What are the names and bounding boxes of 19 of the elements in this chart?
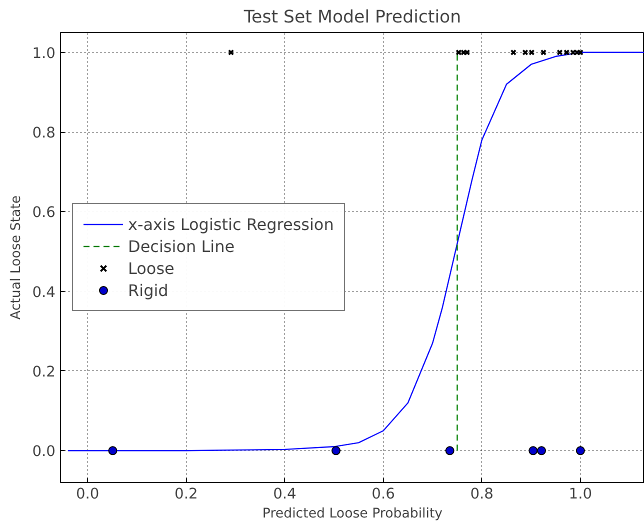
x-tick-label: 0.8 (470, 486, 494, 502)
legend-label: Rigid (128, 280, 168, 300)
legend-label: Decision Line (128, 236, 235, 256)
x-tick-label: 0.4 (273, 486, 296, 502)
y-tick-label: 0.6 (32, 204, 56, 222)
y-tick-label: 0.2 (32, 363, 56, 380)
legend-label: Loose (128, 258, 174, 278)
x-tick-label: 0.2 (174, 486, 198, 502)
y-tick-label: 0.0 (32, 443, 56, 460)
legend-label: x-axis Logistic Regression (128, 214, 334, 234)
y-axis-title: Actual Loose State (9, 195, 24, 320)
y-tick-label: 1.0 (32, 44, 56, 62)
chart-title: Test Set Model Prediction (242, 8, 462, 28)
x-axis-title: Predicted Loose Probability (262, 506, 443, 522)
x-tick-label: 0.0 (76, 486, 100, 502)
y-tick-label: 0.8 (32, 124, 56, 142)
x-tick-label: 1.0 (568, 486, 592, 502)
x-tick-label: 0.6 (372, 486, 395, 502)
y-tick-label: 0.4 (32, 284, 56, 301)
